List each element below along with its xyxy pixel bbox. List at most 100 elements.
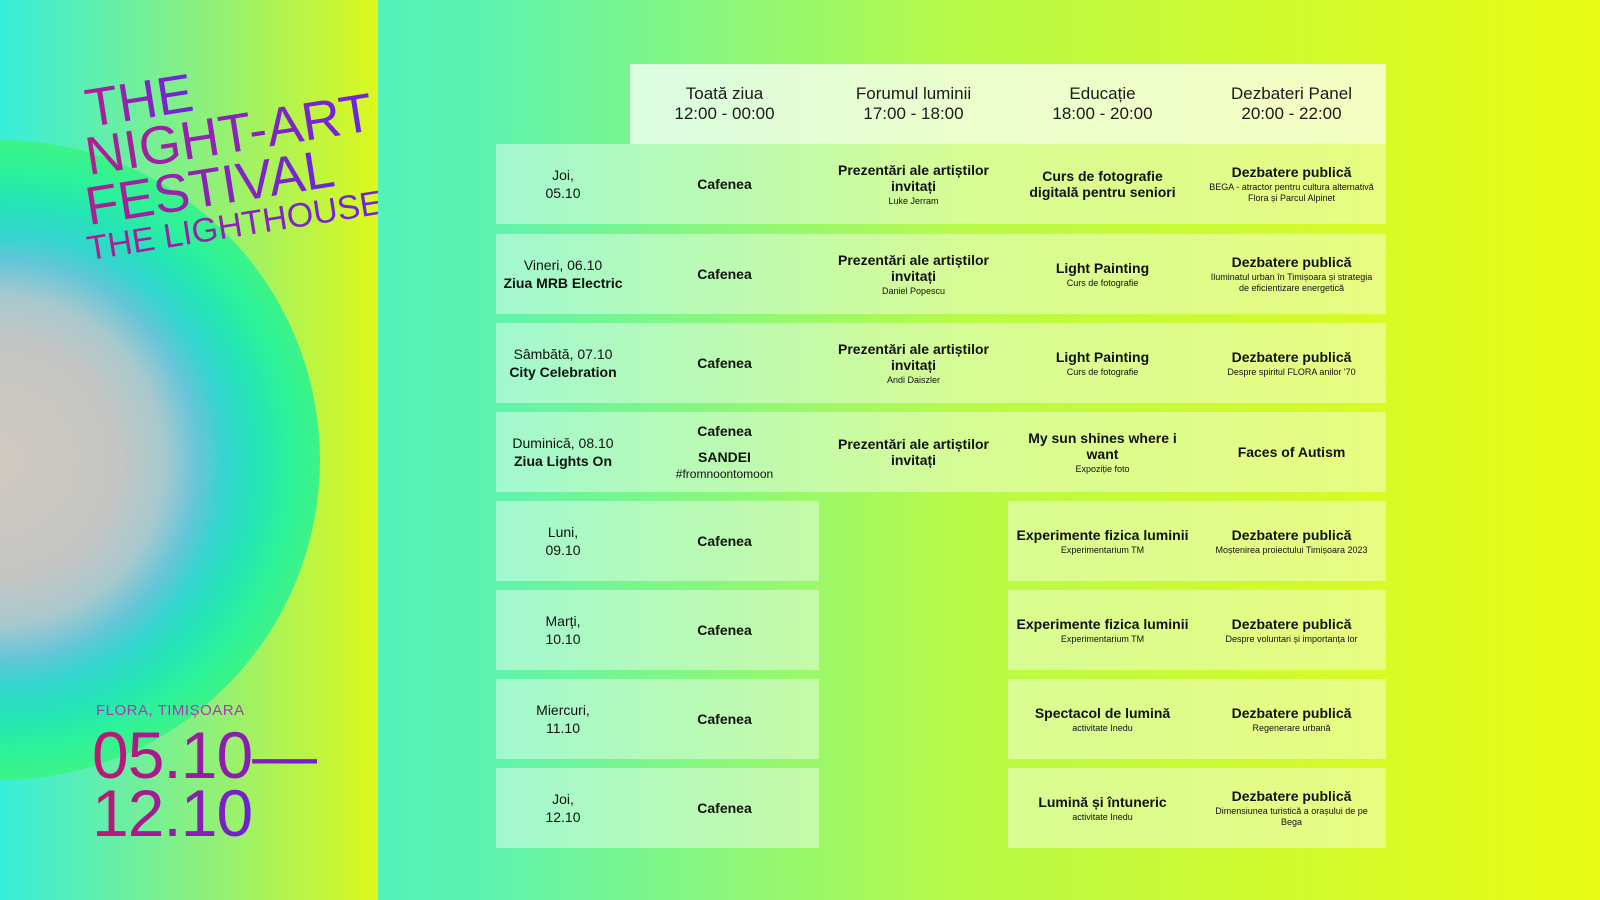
- day-label: Duminică, 08.10 Ziua Lights On: [496, 412, 630, 492]
- event-subtitle: Expoziție foto: [1075, 463, 1130, 474]
- day-label-line: Marți,: [545, 613, 581, 629]
- event-cell-allday: Cafenea: [630, 590, 819, 670]
- event-title: Experimente fizica luminii: [1016, 526, 1189, 543]
- column-header-time: 17:00 - 18:00: [863, 104, 964, 123]
- event-subtitle: Despre spiritul FLORA anilor '70: [1227, 366, 1356, 377]
- column-header: Toată ziua 12:00 - 00:00: [630, 64, 819, 144]
- event-title: Dezbatere publică: [1231, 615, 1352, 632]
- event-cell-panel: Faces of Autism: [1197, 412, 1386, 492]
- event-title: Dezbatere publică: [1231, 348, 1352, 365]
- event-cell-edu: Light Painting Curs de fotografie: [1008, 234, 1197, 314]
- event-title-secondary: SANDEI: [698, 449, 751, 465]
- day-label-line: Luni,: [547, 524, 579, 540]
- day-label: Joi, 12.10: [496, 768, 630, 848]
- event-title: Curs de fotografie digitală pentru senio…: [1029, 168, 1176, 200]
- event-subtitle: Andi Daiszler: [886, 374, 941, 385]
- event-subtitle: Iluminatul urban în Timișoara și strateg…: [1210, 272, 1373, 293]
- event-title: Spectacol de lumină: [1034, 704, 1171, 721]
- event-subtitle: Daniel Popescu: [881, 285, 946, 296]
- day-label: Miercuri, 11.10: [496, 679, 630, 759]
- event-cell-allday: Cafenea: [630, 768, 819, 848]
- event-title: Prezentări ale artiștilor invitați: [838, 436, 989, 468]
- event-subtitle: activitate Inedu: [1072, 811, 1133, 822]
- date-range-start: 05.10—: [92, 718, 318, 792]
- event-title: Dezbatere publică: [1231, 254, 1352, 270]
- event-subtitle: Despre voluntari și importanța lor: [1225, 633, 1358, 644]
- event-cell-panel: Dezbatere publică Dimensiunea turistică a…: [1197, 768, 1386, 848]
- event-title: Cafenea: [697, 355, 752, 371]
- day-label-line: 11.10: [546, 720, 580, 736]
- event-cell-edu: Light Painting Curs de fotografie: [1008, 323, 1197, 403]
- event-cell-panel: Dezbatere publică Moștenirea proiectului …: [1197, 501, 1386, 581]
- event-cell-panel: Dezbatere publică Despre voluntari și imp…: [1197, 590, 1386, 670]
- event-title: Dezbatere publică: [1231, 788, 1352, 804]
- column-header-name: Dezbateri Panel: [1231, 84, 1352, 103]
- event-subtitle: Experimentarium TM: [1060, 544, 1145, 555]
- event-subtitle: Luke Jerram: [888, 195, 939, 206]
- day-label: Sâmbătă, 07.10 City Celebration: [496, 323, 630, 403]
- event-title: Prezentări ale artiștilor invitați: [838, 251, 989, 284]
- day-label: Marți, 10.10: [496, 590, 630, 670]
- column-header-time: 18:00 - 20:00: [1052, 104, 1153, 123]
- event-cell-panel: Dezbatere publică BEGA - atractor pentru …: [1197, 144, 1386, 224]
- day-label: Luni, 09.10: [496, 501, 630, 581]
- event-cell-forum: Prezentări ale artiștilor invitați Daniel…: [819, 234, 1008, 314]
- event-cell-edu: Lumină și întuneric activitate Inedu: [1008, 768, 1197, 848]
- event-subtitle: activitate Inedu: [1072, 722, 1133, 733]
- event-cell-edu: Spectacol de lumină activitate Inedu: [1008, 679, 1197, 759]
- day-label-line: City Celebration: [509, 364, 617, 380]
- event-cell-allday: Cafenea: [630, 323, 819, 403]
- event-title: Dezbatere publică: [1231, 164, 1352, 180]
- event-title: Cafenea: [697, 423, 752, 439]
- event-cell-panel: Dezbatere publică Despre spiritul FLORA a…: [1197, 323, 1386, 403]
- event-subtitle: Regenerare urbană: [1252, 722, 1331, 733]
- day-label-line: 09.10: [545, 542, 581, 558]
- event-title: Prezentări ale artiștilor invitați: [838, 161, 989, 194]
- event-title: Cafenea: [697, 800, 752, 816]
- column-header-name: Educație: [1069, 84, 1136, 103]
- event-title: Cafenea: [697, 622, 752, 638]
- event-title: Experimente fizica luminii: [1016, 615, 1189, 632]
- event-cell-forum: Prezentări ale artiștilor invitați Luke J…: [819, 144, 1008, 224]
- event-cell-panel: Dezbatere publică Regenerare urbană: [1197, 679, 1386, 759]
- event-cell-edu: Experimente fizica luminii Experimentariu…: [1008, 501, 1197, 581]
- event-cell-allday: Cafenea: [630, 679, 819, 759]
- date-range-end: 12.10: [92, 776, 253, 850]
- day-label-line: Vineri, 06.10: [523, 257, 603, 273]
- event-title: Cafenea: [697, 533, 752, 549]
- event-cell-allday: Cafenea: [630, 144, 819, 224]
- column-header-name: Toată ziua: [685, 84, 764, 103]
- event-cell-allday: Cafenea: [630, 234, 819, 314]
- event-subtitle: Curs de fotografie: [1066, 277, 1139, 288]
- event-title: My sun shines where i want: [1028, 429, 1177, 462]
- event-cell-panel: Dezbatere publică Iluminatul urban în Tim…: [1197, 234, 1386, 314]
- event-subtitle: Curs de fotografie: [1066, 366, 1139, 377]
- event-cell-allday: Cafenea: [630, 501, 819, 581]
- event-title: Faces of Autism: [1237, 444, 1346, 460]
- event-title: Lumină și întuneric: [1038, 793, 1167, 810]
- day-label-line: Miercuri,: [536, 702, 590, 718]
- event-hashtag: #fromnoontomoon: [675, 467, 774, 481]
- venue-label: FLORA, TIMIȘOARA: [96, 702, 245, 719]
- day-label-line: Duminică, 08.10: [512, 435, 614, 451]
- event-title: Dezbatere publică: [1231, 526, 1352, 543]
- event-title: Cafenea: [697, 176, 752, 192]
- event-subtitle: BEGA - atractor pentru cultura alternati…: [1209, 182, 1374, 203]
- day-label-line: 10.10: [545, 631, 581, 647]
- left-panel: THE NIGHT-ART FESTIVAL THE LIGHTHOUSE FL…: [0, 0, 378, 900]
- day-label-line: 12.10: [545, 809, 581, 825]
- event-title: Light Painting: [1055, 259, 1150, 276]
- column-header: Educație 18:00 - 20:00: [1008, 64, 1197, 144]
- day-label-line: Sâmbătă, 07.10: [513, 346, 613, 362]
- column-header: Forumul luminii 17:00 - 18:00: [819, 64, 1008, 144]
- event-cell-edu: Curs de fotografie digitală pentru senio…: [1008, 144, 1197, 224]
- column-header-time: 20:00 - 22:00: [1241, 104, 1342, 123]
- day-label-line: Ziua Lights On: [514, 453, 612, 469]
- event-cell-edu: Experimente fizica luminii Experimentariu…: [1008, 590, 1197, 670]
- column-header-time: 12:00 - 00:00: [674, 104, 775, 123]
- event-title: Light Painting: [1055, 348, 1150, 365]
- event-cell-edu: My sun shines where i want Expoziție foto: [1008, 412, 1197, 492]
- event-title: Prezentări ale artiștilor invitați: [838, 340, 989, 373]
- day-label-line: Ziua MRB Electric: [503, 275, 623, 291]
- day-label-line: Joi,: [552, 791, 574, 807]
